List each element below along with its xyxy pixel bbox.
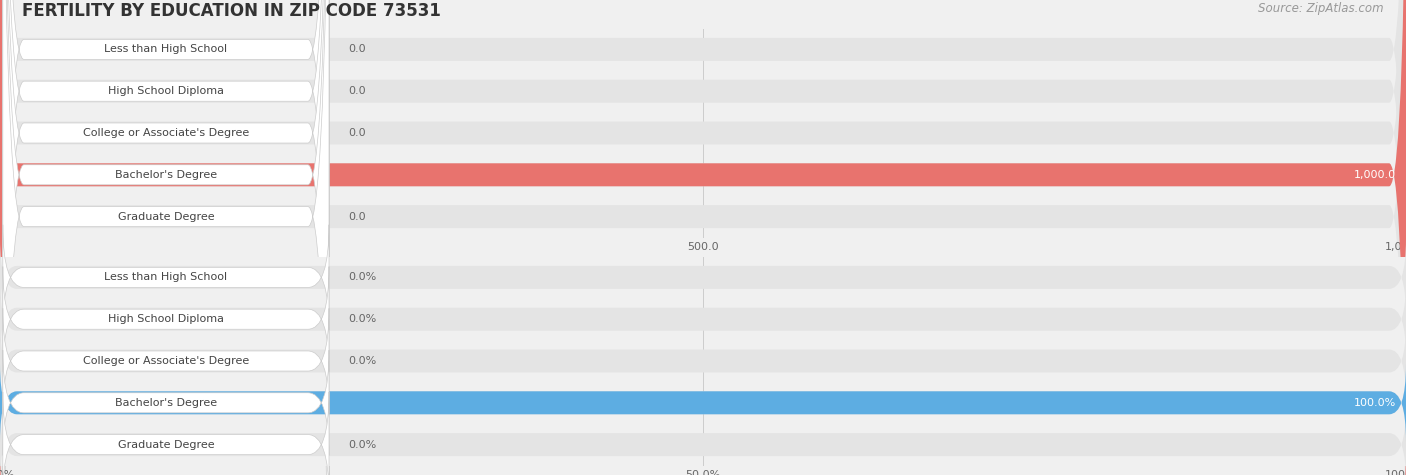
Text: 0.0%: 0.0% [349,272,377,283]
Text: 0.0%: 0.0% [349,314,377,324]
FancyBboxPatch shape [0,281,1406,358]
Text: High School Diploma: High School Diploma [108,86,224,96]
FancyBboxPatch shape [3,308,329,414]
Text: 0.0: 0.0 [349,211,367,222]
Text: 0.0: 0.0 [349,128,367,138]
Text: Bachelor's Degree: Bachelor's Degree [115,170,217,180]
FancyBboxPatch shape [3,0,329,475]
Text: Graduate Degree: Graduate Degree [118,211,214,222]
Text: FERTILITY BY EDUCATION IN ZIP CODE 73531: FERTILITY BY EDUCATION IN ZIP CODE 73531 [22,2,441,20]
Text: 0.0%: 0.0% [349,439,377,450]
Text: College or Associate's Degree: College or Associate's Degree [83,356,249,366]
Text: Less than High School: Less than High School [104,44,228,55]
Text: 0.0: 0.0 [349,86,367,96]
FancyBboxPatch shape [3,266,329,372]
FancyBboxPatch shape [3,0,329,475]
Text: Less than High School: Less than High School [104,272,228,283]
FancyBboxPatch shape [0,364,1406,441]
FancyBboxPatch shape [0,406,1406,475]
FancyBboxPatch shape [3,225,329,330]
FancyBboxPatch shape [0,239,1406,316]
FancyBboxPatch shape [3,0,329,475]
FancyBboxPatch shape [0,364,1406,441]
Text: 1,000.0: 1,000.0 [1354,170,1396,180]
Text: 100.0%: 100.0% [1354,398,1396,408]
Text: 0.0: 0.0 [349,44,367,55]
Text: Source: ZipAtlas.com: Source: ZipAtlas.com [1258,2,1384,15]
Text: Graduate Degree: Graduate Degree [118,439,214,450]
Text: 0.0%: 0.0% [349,356,377,366]
FancyBboxPatch shape [3,350,329,456]
Text: High School Diploma: High School Diploma [108,314,224,324]
FancyBboxPatch shape [3,0,329,475]
Text: Bachelor's Degree: Bachelor's Degree [115,398,217,408]
Text: College or Associate's Degree: College or Associate's Degree [83,128,249,138]
FancyBboxPatch shape [3,0,329,475]
FancyBboxPatch shape [3,392,329,475]
FancyBboxPatch shape [0,323,1406,399]
